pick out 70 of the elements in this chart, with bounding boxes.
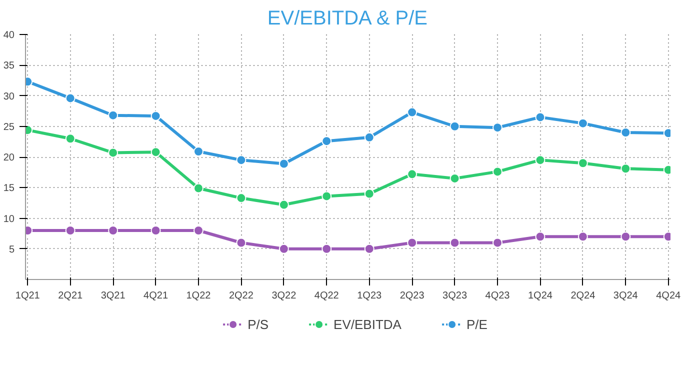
point	[364, 188, 374, 199]
point	[535, 112, 546, 122]
legend-label: EV/EBITDA	[334, 316, 402, 332]
point	[236, 193, 246, 204]
point	[578, 232, 588, 242]
x-tick-label: 2Q23	[400, 290, 425, 302]
x-tick-label: 3Q24	[613, 290, 638, 302]
y-tick-label: 35	[3, 60, 15, 72]
point	[407, 238, 418, 248]
point	[322, 191, 332, 202]
point	[364, 244, 374, 254]
point	[278, 200, 289, 210]
y-tick-label: 5	[8, 244, 15, 256]
y-tick-label: 25	[3, 122, 15, 133]
y-tick-label: 40	[3, 30, 15, 41]
point	[492, 238, 503, 248]
y-tick-label: 30	[3, 91, 15, 102]
chart-title: EV/EBITDA & P/E	[267, 8, 428, 30]
point	[236, 238, 246, 248]
point	[65, 134, 76, 144]
point	[193, 226, 204, 236]
point	[450, 238, 460, 248]
point	[278, 158, 289, 169]
x-tick-label: 4Q23	[485, 290, 510, 302]
point	[620, 128, 631, 138]
x-tick-label: 4Q24	[656, 290, 682, 302]
point	[236, 155, 246, 166]
x-tick-label: 3Q22	[272, 290, 297, 302]
point	[108, 226, 118, 236]
point	[620, 164, 631, 174]
point	[65, 93, 76, 104]
legend-label: P/S	[248, 316, 269, 332]
point	[150, 226, 161, 236]
point	[193, 146, 204, 156]
x-tick-label: 4Q21	[144, 290, 168, 302]
point	[450, 173, 460, 184]
point	[578, 118, 588, 128]
x-tick-label: 3Q23	[442, 290, 468, 302]
y-tick-label: 10	[3, 214, 15, 225]
point	[407, 169, 418, 180]
y-tick-label: 15	[3, 183, 15, 194]
point	[450, 121, 460, 132]
point	[620, 232, 631, 242]
point	[193, 183, 204, 194]
y-tick-label: 20	[3, 152, 15, 164]
point	[492, 122, 503, 133]
point	[150, 147, 161, 158]
legend-label: P/E	[466, 316, 488, 332]
point	[108, 148, 118, 158]
point	[407, 107, 418, 118]
point	[65, 226, 76, 236]
x-tick-label: 2Q24	[570, 290, 596, 302]
point	[150, 110, 161, 121]
x-tick-label: 4Q22	[314, 290, 340, 302]
x-tick-label: 1Q24	[528, 290, 553, 302]
point	[278, 244, 289, 254]
x-tick-label: 1Q21	[15, 290, 40, 302]
point	[492, 166, 503, 177]
point	[108, 110, 118, 120]
point	[535, 232, 546, 242]
x-tick-label: 2Q21	[58, 290, 84, 302]
point	[535, 155, 546, 166]
x-tick-label: 3Q21	[100, 290, 126, 302]
point	[322, 244, 332, 254]
point	[578, 158, 588, 168]
x-tick-label: 1Q23	[357, 290, 382, 302]
x-tick-label: 2Q22	[228, 290, 254, 302]
point	[322, 136, 332, 146]
point	[364, 132, 374, 142]
x-tick-label: 1Q22	[186, 290, 212, 302]
